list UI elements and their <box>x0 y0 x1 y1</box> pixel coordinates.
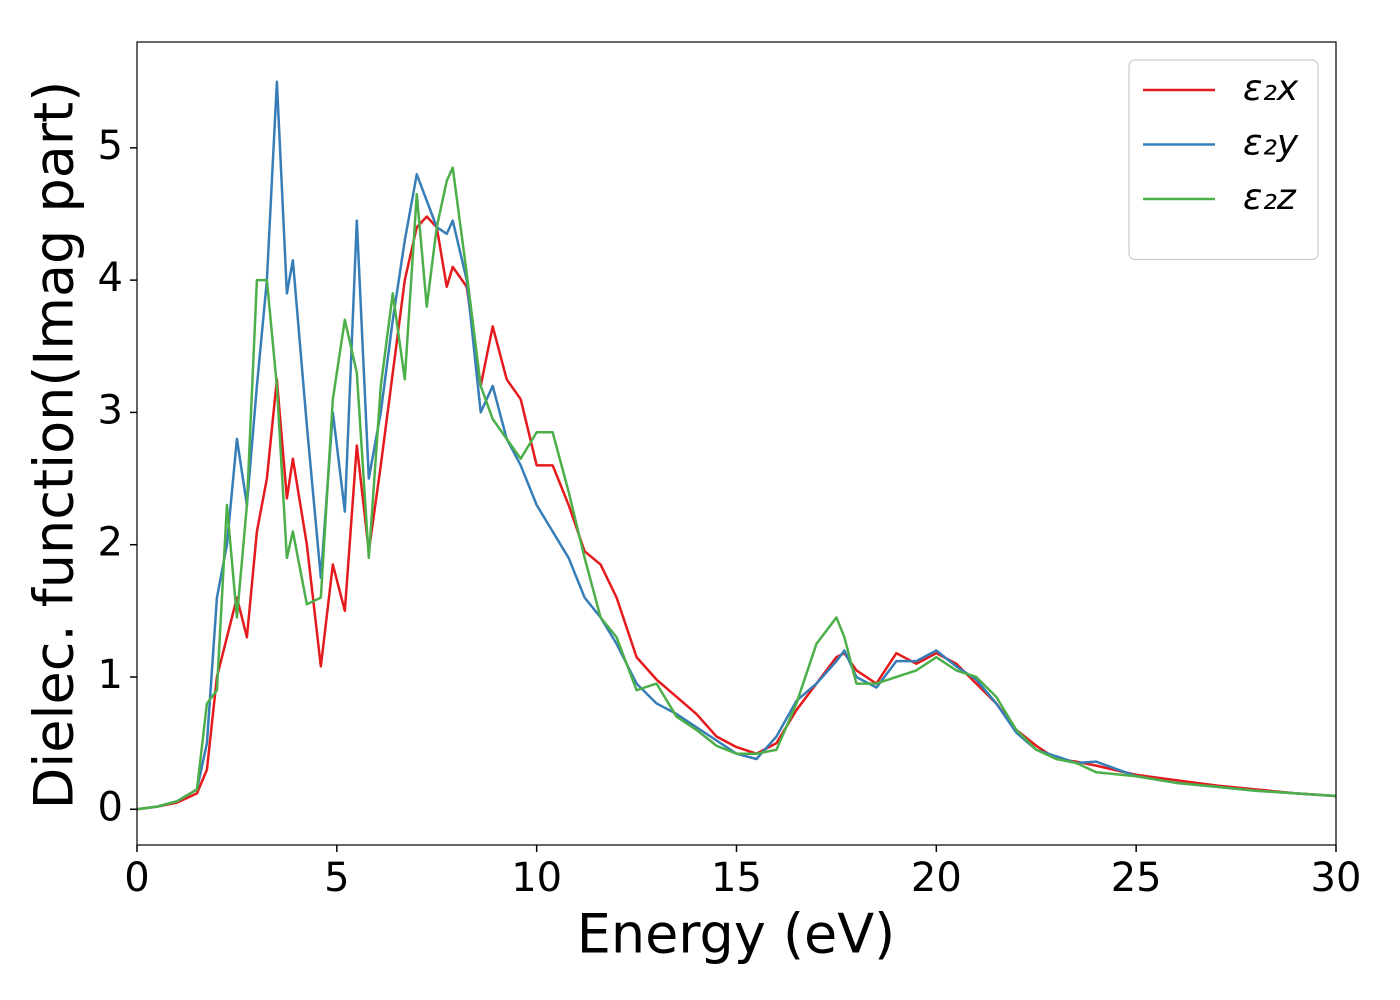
x-tick-label: 15 <box>711 855 762 901</box>
y-tick-label: 1 <box>98 652 123 698</box>
y-tick-label: 5 <box>98 123 123 169</box>
y-axis-label: Dielec. function(Imag part) <box>23 81 86 810</box>
x-axis-label: Energy (eV) <box>577 903 896 966</box>
y-tick-label: 2 <box>98 520 123 566</box>
series-line <box>137 215 1336 811</box>
y-tick-label: 4 <box>98 255 123 301</box>
legend: ε₂x ε₂y ε₂z <box>1128 59 1319 261</box>
x-tick-label: 30 <box>1311 855 1362 901</box>
plot-frame <box>136 41 1337 846</box>
x-tick-label: 10 <box>511 855 562 901</box>
legend-label: ε₂z <box>1243 177 1297 218</box>
y-tick-label: 0 <box>98 784 123 830</box>
x-tick-label: 25 <box>1111 855 1162 901</box>
series-line <box>137 80 1336 811</box>
y-tick-label: 3 <box>98 387 123 433</box>
legend-label: ε₂y <box>1243 123 1299 164</box>
x-tick-label: 0 <box>124 855 149 901</box>
x-tick-label: 20 <box>911 855 962 901</box>
legend-box <box>1128 59 1319 261</box>
legend-label: ε₂x <box>1243 68 1299 109</box>
series-line <box>137 166 1336 811</box>
x-tick-label: 5 <box>324 855 349 901</box>
